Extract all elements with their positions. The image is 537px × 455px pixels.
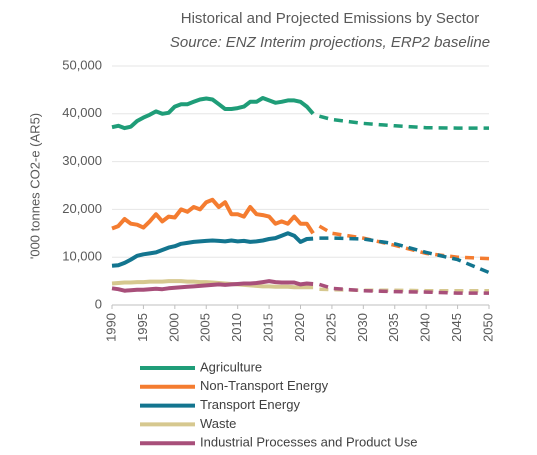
y-axis-label: '000 tonnes CO2-e (AR5) bbox=[27, 113, 42, 259]
series-line bbox=[111, 279, 314, 293]
series-line bbox=[111, 96, 315, 131]
projection-line bbox=[318, 114, 489, 130]
series-line bbox=[111, 197, 315, 235]
x-tick-label: 2025 bbox=[323, 313, 338, 342]
projection-line bbox=[318, 224, 490, 261]
y-tick-label: 40,000 bbox=[62, 105, 102, 120]
projection-line bbox=[319, 287, 489, 293]
x-tick-label: 2020 bbox=[292, 313, 307, 342]
x-tick-label: 2050 bbox=[480, 313, 495, 342]
x-tick-label: 2045 bbox=[449, 313, 464, 342]
legend-label: Waste bbox=[200, 416, 236, 431]
legend-label: Industrial Processes and Product Use bbox=[200, 435, 418, 450]
x-tick-label: 2010 bbox=[229, 313, 244, 342]
series-line bbox=[111, 231, 314, 268]
projection-line bbox=[319, 236, 490, 275]
y-tick-label: 0 bbox=[95, 296, 102, 311]
x-tick-label: 2040 bbox=[418, 313, 433, 342]
y-tick-label: 10,000 bbox=[62, 249, 102, 264]
series-line bbox=[111, 279, 314, 290]
x-tick-label: 1990 bbox=[103, 313, 118, 342]
legend-label: Non-Transport Energy bbox=[200, 378, 329, 393]
y-tick-label: 50,000 bbox=[62, 57, 102, 72]
y-tick-label: 30,000 bbox=[62, 153, 102, 168]
x-tick-label: 2005 bbox=[198, 313, 213, 342]
chart-subtitle: Source: ENZ Interim projections, ERP2 ba… bbox=[170, 34, 490, 51]
x-tick-label: 2030 bbox=[355, 313, 370, 342]
y-tick-label: 20,000 bbox=[62, 201, 102, 216]
legend-label: Agriculture bbox=[200, 359, 262, 374]
x-tick-label: 2000 bbox=[166, 313, 181, 342]
x-tick-label: 2035 bbox=[386, 313, 401, 342]
x-tick-label: 1995 bbox=[135, 313, 150, 342]
chart-title: Historical and Projected Emissions by Se… bbox=[181, 10, 479, 27]
x-tick-label: 2015 bbox=[261, 313, 276, 342]
projection-line bbox=[318, 282, 489, 295]
legend: Agriculture Non-Transport Energy Transport… bbox=[140, 359, 418, 450]
legend-label: Transport Energy bbox=[200, 397, 300, 412]
